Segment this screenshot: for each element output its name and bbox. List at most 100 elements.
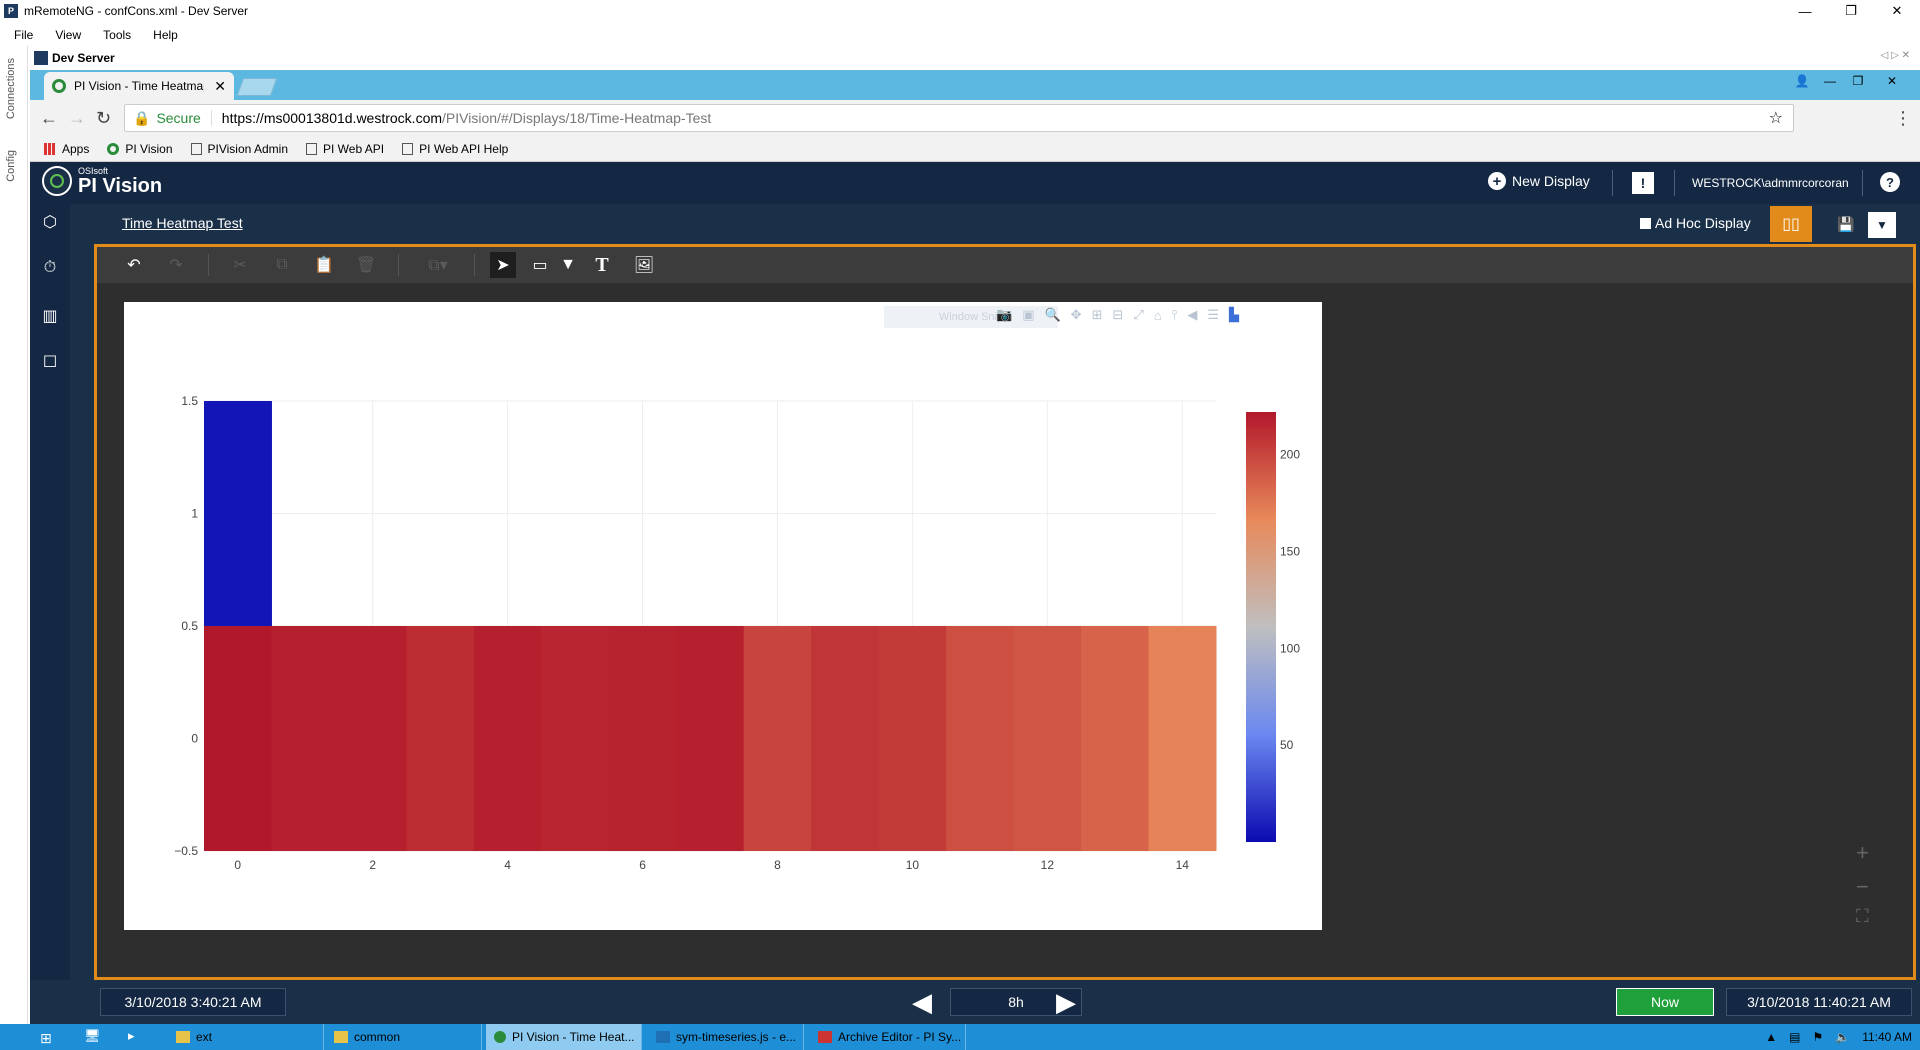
heatmap-cell[interactable] — [1148, 626, 1217, 851]
duration-field[interactable]: 8h — [950, 988, 1082, 1016]
bookmark-pi-vision[interactable]: PI Vision — [107, 142, 173, 156]
network-icon[interactable]: ▤ — [1789, 1030, 1801, 1044]
config-panel-tab[interactable]: Config — [5, 150, 17, 182]
library-icon[interactable]: ▥ — [42, 308, 58, 325]
volume-icon[interactable]: 🔈 — [1835, 1030, 1851, 1044]
menu-file[interactable]: File — [14, 28, 34, 42]
heatmap-cell[interactable] — [1013, 626, 1082, 851]
heatmap-cell[interactable] — [878, 626, 947, 851]
chrome-menu-icon[interactable]: ⋮ — [1894, 108, 1912, 128]
image-tool-icon[interactable]: 🖼 — [633, 257, 655, 274]
autoscale-icon[interactable]: ⤢ — [1133, 307, 1144, 322]
zoom-icon[interactable]: 🔍 — [1044, 307, 1061, 322]
heatmap-cell[interactable] — [1081, 626, 1150, 851]
minimize-button[interactable]: — — [1798, 3, 1812, 19]
browser-minimize-icon[interactable]: — — [1824, 74, 1836, 88]
heatmap-cell[interactable] — [338, 626, 407, 851]
bookmark-star-icon[interactable]: ☆ — [1768, 110, 1783, 127]
browser-restore-icon[interactable]: ❐ — [1852, 74, 1864, 88]
arrange-icon[interactable]: ⧉▾ — [428, 257, 448, 274]
server-manager-icon[interactable]: 🖥 — [84, 1028, 101, 1043]
menu-tools[interactable]: Tools — [103, 28, 132, 42]
text-tool-icon[interactable]: T — [595, 253, 609, 276]
heatmap-cell[interactable] — [271, 626, 340, 851]
reload-icon[interactable]: ↻ — [96, 108, 112, 128]
pi-vision-logo[interactable]: OSIsoft PI Vision — [42, 166, 162, 196]
display-menu-chevron-down-icon[interactable]: ▼ — [1868, 212, 1896, 238]
tray-arrow-icon[interactable]: ▲ — [1765, 1030, 1778, 1044]
save-chart-icon[interactable]: ▣ — [1022, 307, 1035, 322]
heatmap-cell[interactable] — [473, 626, 542, 851]
zoom-plus-icon[interactable]: + — [1856, 840, 1869, 865]
browser-tab-pi-vision[interactable]: PI Vision - Time Heatmap ✕ — [44, 72, 234, 100]
browser-close-icon[interactable]: ✕ — [1886, 74, 1898, 88]
camera-icon[interactable]: 📷 — [996, 307, 1013, 322]
close-button[interactable]: ✕ — [1891, 3, 1903, 18]
help-button[interactable]: ? — [1880, 172, 1900, 192]
heatmap-cell[interactable] — [204, 401, 272, 626]
end-time-field[interactable]: 3/10/2018 11:40:21 AM — [1726, 988, 1912, 1016]
taskbar-item-vscode[interactable]: sym-timeseries.js - e... — [648, 1024, 804, 1050]
bookmark-pivision-admin[interactable]: PIVision Admin — [190, 142, 288, 156]
display-title[interactable]: Time Heatmap Test — [122, 215, 243, 231]
delete-icon[interactable]: 🗑 — [355, 257, 377, 274]
menu-view[interactable]: View — [55, 28, 82, 42]
layout-panel-icon[interactable]: ▯▯ — [1770, 206, 1812, 242]
clock[interactable]: 11:40 AM — [1862, 1030, 1912, 1044]
fit-icon[interactable]: ⛶ — [1856, 906, 1869, 926]
ad-hoc-checkbox[interactable] — [1640, 217, 1651, 229]
heatmap-cell[interactable] — [946, 626, 1015, 851]
start-time-field[interactable]: 3/10/2018 3:40:21 AM — [100, 988, 286, 1016]
save-icon[interactable]: 💾 — [1837, 215, 1855, 232]
forward-icon[interactable]: → — [68, 108, 86, 128]
new-tab-button[interactable] — [236, 78, 278, 96]
heatmap-cell[interactable] — [608, 626, 677, 851]
address-bar[interactable]: 🔒 Secure https://ms00013801d.westrock.co… — [124, 104, 1794, 132]
connection-tab-controls[interactable]: ◁ ▷ ✕ — [1880, 50, 1910, 61]
cut-icon[interactable]: ✂ — [233, 257, 247, 274]
symbol-square-icon[interactable]: ☐ — [42, 354, 58, 371]
pan-icon[interactable]: ✥ — [1070, 307, 1082, 322]
connection-tab-dev-server[interactable]: Dev Server — [34, 48, 115, 68]
heatmap-cell[interactable] — [204, 626, 272, 851]
windows-start-icon[interactable]: ⊞ — [40, 1030, 52, 1046]
taskbar-item-ext[interactable]: ext — [168, 1024, 324, 1050]
heatmap-cell[interactable] — [811, 626, 880, 851]
spike-lines-icon[interactable]: ⫯ — [1171, 307, 1178, 322]
heatmap-cell[interactable] — [541, 626, 610, 851]
back-icon[interactable]: ← — [40, 108, 58, 128]
hover-closest-icon[interactable]: ◀ — [1187, 307, 1198, 322]
bookmark-pi-web-api-help[interactable]: PI Web API Help — [402, 142, 508, 156]
undo-icon[interactable]: ↶ — [127, 257, 141, 274]
now-button[interactable]: Now — [1616, 988, 1714, 1016]
new-display-button[interactable]: + New Display — [1488, 172, 1590, 190]
copy-icon[interactable]: ⧉ — [276, 256, 288, 273]
user-name[interactable]: WESTROCK\admmrcorcoran — [1692, 176, 1849, 190]
events-timer-icon[interactable]: ⏱ — [43, 259, 57, 276]
heatmap-cell[interactable] — [743, 626, 812, 851]
paste-icon[interactable]: 📋 — [314, 257, 334, 274]
bookmark-pi-web-api[interactable]: PI Web API — [306, 142, 384, 156]
profile-icon[interactable]: 👤 — [1794, 74, 1810, 88]
shape-dropdown-icon[interactable]: ▼ — [560, 256, 576, 273]
ad-hoc-display-toggle[interactable]: Ad Hoc Display — [1640, 215, 1751, 231]
hover-compare-icon[interactable]: ☰ — [1207, 307, 1219, 322]
reset-axes-icon[interactable]: ⌂ — [1153, 307, 1162, 323]
powershell-icon[interactable]: ▸ — [128, 1028, 135, 1043]
zoom-minus-icon[interactable]: − — [1856, 874, 1869, 899]
taskbar-item-chrome[interactable]: PI Vision - Time Heat... — [486, 1024, 642, 1050]
time-back-arrow-icon[interactable]: ◀ — [912, 987, 932, 1017]
select-pointer-icon[interactable]: ➤ — [490, 252, 516, 278]
flag-icon[interactable]: ⚑ — [1812, 1030, 1824, 1044]
taskbar-item-archive-editor[interactable]: Archive Editor - PI Sy... — [810, 1024, 966, 1050]
restore-button[interactable]: ❐ — [1845, 3, 1857, 18]
bookmark-apps[interactable]: Apps — [44, 142, 89, 156]
time-forward-arrow-icon[interactable]: ▶ — [1056, 987, 1076, 1017]
connections-panel-tab[interactable]: Connections — [5, 58, 17, 120]
plotly-logo-icon[interactable]: ▙ — [1228, 307, 1239, 322]
alert-button[interactable]: ! — [1632, 172, 1654, 194]
tab-close-icon[interactable]: ✕ — [214, 77, 226, 94]
assets-cube-icon[interactable]: ⬡ — [43, 214, 57, 231]
heatmap-cell[interactable] — [406, 626, 475, 851]
shape-rectangle-icon[interactable]: ▭ — [532, 257, 548, 274]
